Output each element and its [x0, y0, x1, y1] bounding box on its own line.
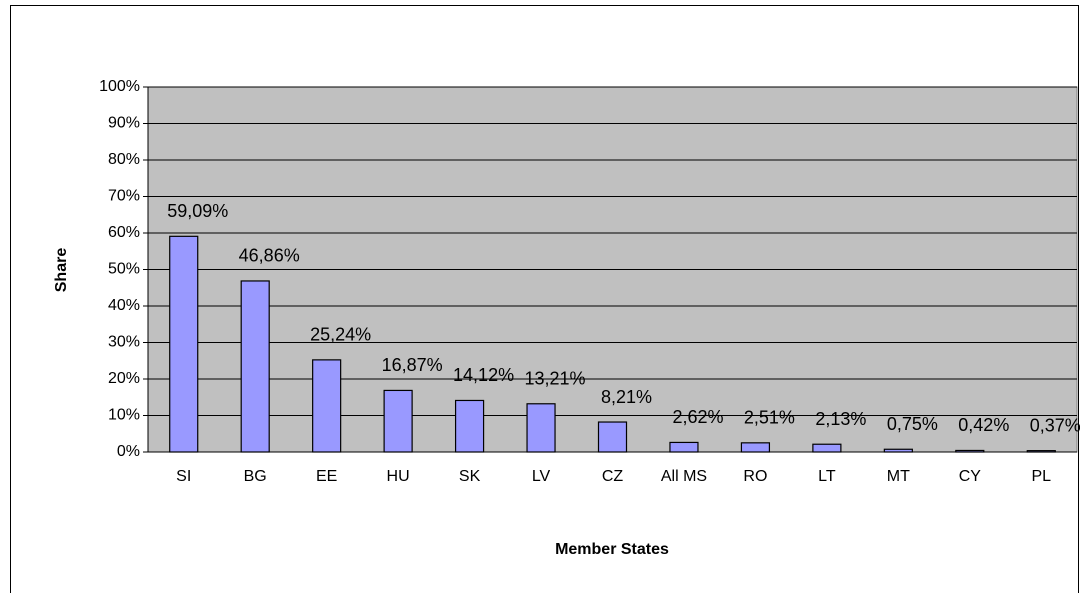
bar: [812, 443, 842, 453]
y-tick-label: 90%: [108, 115, 140, 132]
x-tick-label: EE: [316, 468, 337, 485]
value-label: 25,24%: [310, 325, 371, 345]
x-tick-label: RO: [743, 468, 767, 485]
y-tick-label: 50%: [108, 261, 140, 278]
x-tick-label: All MS: [661, 468, 707, 485]
y-tick-label: 70%: [108, 188, 140, 205]
value-label: 13,21%: [525, 369, 586, 389]
value-label: 14,12%: [453, 365, 514, 385]
x-axis-label: Member States: [555, 541, 669, 558]
bar: [240, 280, 270, 453]
bar: [383, 389, 413, 453]
value-label: 0,42%: [958, 415, 1009, 435]
y-tick-label: 80%: [108, 151, 140, 168]
bar: [883, 448, 913, 453]
x-tick-label: BG: [244, 468, 267, 485]
x-tick-label: CY: [959, 468, 982, 485]
value-label: 2,51%: [744, 408, 795, 428]
value-label: 0,37%: [1030, 415, 1080, 435]
bar: [454, 399, 485, 453]
value-label: 16,87%: [382, 355, 443, 375]
y-tick-label: 40%: [108, 297, 140, 314]
y-tick-label: 20%: [108, 370, 140, 387]
x-tick-label: SK: [459, 468, 481, 485]
bar: [169, 235, 199, 453]
x-tick-label: MT: [887, 468, 910, 485]
bar: [955, 449, 985, 453]
bar: [312, 359, 342, 453]
x-tick-label: CZ: [602, 468, 624, 485]
value-label: 46,86%: [239, 246, 300, 266]
value-label: 2,62%: [672, 407, 723, 427]
value-label: 8,21%: [601, 387, 652, 407]
value-label: 59,09%: [167, 201, 228, 221]
y-tick-label: 30%: [108, 334, 140, 351]
bar: [669, 441, 699, 453]
y-tick-label: 10%: [108, 407, 140, 424]
bar: [740, 442, 771, 453]
y-tick-label: 60%: [108, 224, 140, 241]
bar: [526, 403, 556, 453]
y-axis-label: Share: [53, 248, 70, 293]
y-tick-label: 100%: [99, 78, 140, 95]
bar: [1026, 450, 1056, 453]
value-label: 0,75%: [887, 414, 938, 434]
x-tick-label: LT: [818, 468, 836, 485]
x-tick-label: HU: [387, 468, 410, 485]
bar: [597, 421, 628, 453]
y-tick-label: 0%: [117, 443, 140, 460]
x-tick-label: LV: [532, 468, 551, 485]
x-tick-label: PL: [1031, 468, 1051, 485]
value-label: 2,13%: [815, 409, 866, 429]
x-tick-label: SI: [176, 468, 191, 485]
